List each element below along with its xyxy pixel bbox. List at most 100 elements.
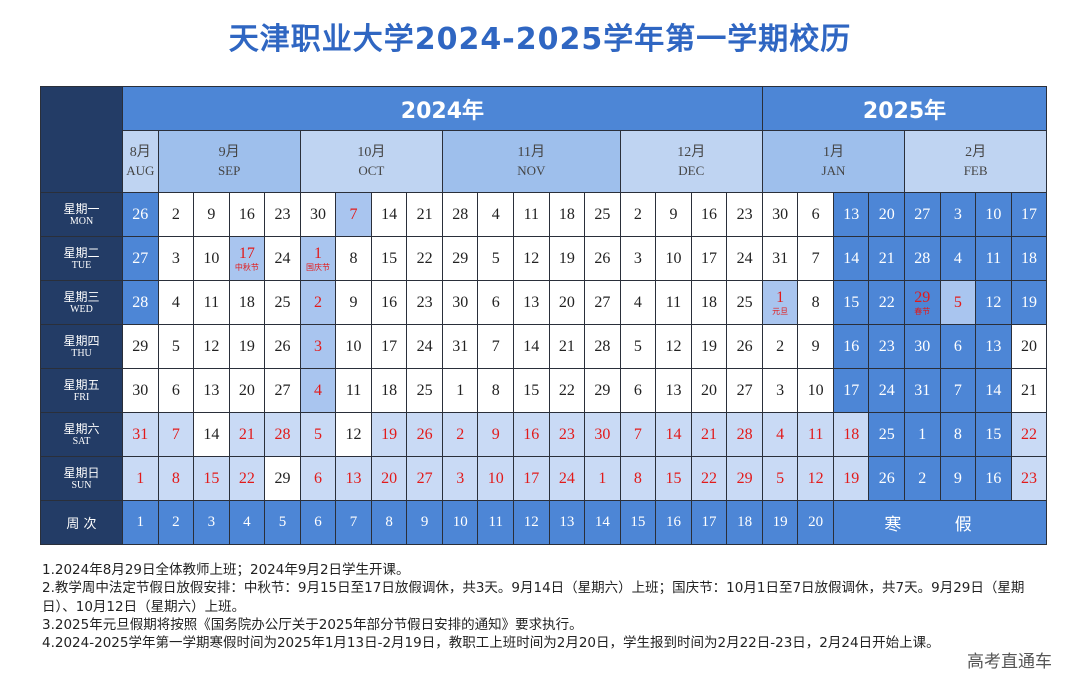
day-cell: 11 [975, 236, 1012, 281]
day-number: 30 [132, 381, 149, 399]
day-number: 19 [381, 425, 398, 443]
day-cell: 25 [406, 368, 443, 413]
day-cell: 31 [441, 324, 479, 369]
day-cell: 19 [1010, 280, 1048, 325]
day-number: 28 [594, 337, 611, 355]
day-cell: 5 [939, 280, 977, 325]
day-cell: 25 [584, 192, 621, 237]
day-number: 7 [491, 337, 500, 355]
day-number: 16 [701, 205, 718, 223]
month-name-zh: 11月 [517, 144, 546, 160]
day-number: 16 [985, 469, 1002, 487]
week-number: 11 [477, 500, 515, 545]
day-cell: 4 [477, 192, 515, 237]
day-cell: 27 [406, 456, 443, 501]
weekday-row: 星期一 MON 26 2 9 16 23 30 7 14 21 28 4 11 18 25 2 9 16 23 30 6 1… [40, 192, 1048, 237]
day-cell: 6 [797, 192, 834, 237]
page-title: 天津职业大学2024-2025学年第一学期校历 [228, 22, 852, 57]
day-number: 7 [349, 205, 358, 223]
day-cell: 14 [655, 412, 692, 457]
day-number: 5 [953, 293, 962, 311]
day-cell: 30 [441, 280, 479, 325]
day-number: 16 [238, 205, 255, 223]
day-number: 10 [807, 381, 824, 399]
day-number: 16 [843, 337, 860, 355]
day-cell: 7 [157, 412, 195, 457]
day-number: 24 [558, 469, 575, 487]
month-name-en: OCT [358, 162, 385, 178]
day-cell: 8 [477, 368, 515, 413]
day-number: 17 [701, 249, 718, 267]
day-number: 21 [701, 425, 718, 443]
note-3: 3.2025年元旦假期将按照《国务院办公厅关于2025年部分节假日安排的通知》要… [42, 616, 583, 633]
day-cell: 24 [548, 456, 586, 501]
day-number: 10 [487, 469, 504, 487]
day-number: 4 [171, 293, 180, 311]
day-cell: 8 [335, 236, 372, 281]
week-number: 18 [726, 500, 763, 545]
day-number: 21 [416, 205, 433, 223]
day-cell: 26 [726, 324, 763, 369]
day-number: 1 [598, 469, 607, 487]
day-number: 3 [953, 205, 962, 223]
weekday-name-zh: 星期五 [63, 377, 100, 392]
day-cell: 11 [513, 192, 550, 237]
day-cell: 12 [335, 412, 372, 457]
day-number: 28 [914, 249, 931, 267]
day-number: 12 [665, 337, 682, 355]
day-cell: 29 [441, 236, 479, 281]
day-cell: 17 [690, 236, 728, 281]
day-number: 12 [203, 337, 220, 355]
day-number: 9 [349, 293, 358, 311]
day-number: 6 [953, 337, 962, 355]
day-number: 28 [452, 205, 469, 223]
day-cell: 5 [619, 324, 657, 369]
day-number: 25 [878, 425, 895, 443]
day-number: 24 [878, 381, 895, 399]
day-number: 5 [776, 469, 785, 487]
weekday-row: 星期四 THU 29 5 12 19 26 3 10 17 24 31 7 14 21 28 5 12 19 26 2 9… [40, 324, 1048, 369]
day-cell: 10 [193, 236, 230, 281]
day-cell: 14 [513, 324, 550, 369]
day-cell: 26 [264, 324, 301, 369]
day-number: 30 [310, 205, 326, 223]
day-number: 23 [274, 205, 291, 223]
month-header: 2月 FEB [904, 130, 1048, 193]
day-number: 23 [558, 425, 575, 443]
day-number: 27 [416, 469, 433, 487]
day-cell: 22 [690, 456, 728, 501]
week-number: 2 [157, 500, 195, 545]
day-cell: 11 [655, 280, 692, 325]
day-number: 31 [914, 381, 931, 399]
day-number: 22 [416, 249, 433, 267]
day-number: 4 [953, 249, 962, 267]
day-cell: 8 [619, 456, 657, 501]
day-number: 13 [985, 337, 1002, 355]
day-cell: 17 [513, 456, 550, 501]
day-cell: 13 [513, 280, 550, 325]
day-cell: 28 [264, 412, 301, 457]
holiday-note: 中秋节 [234, 263, 259, 272]
day-number: 15 [985, 425, 1002, 443]
day-number: 22 [701, 469, 718, 487]
watermark: 高考直通车 [967, 652, 1052, 672]
day-cell: 15 [193, 456, 230, 501]
day-cell: 6 [619, 368, 657, 413]
month-header: 12月 DEC [619, 130, 763, 193]
day-cell: 14 [975, 368, 1012, 413]
day-cell: 4 [761, 412, 799, 457]
day-cell: 24 [868, 368, 906, 413]
day-cell: 8 [797, 280, 834, 325]
weekday-name-zh: 星期日 [63, 465, 100, 480]
day-cell: 7 [619, 412, 657, 457]
day-cell: 9 [335, 280, 372, 325]
day-number: 17 [843, 381, 860, 399]
day-cell: 18 [370, 368, 408, 413]
day-cell: 18 [690, 280, 728, 325]
day-cell: 7 [939, 368, 977, 413]
day-number: 14 [381, 205, 398, 223]
day-number: 27 [736, 381, 753, 399]
day-number: 17 [523, 469, 540, 487]
day-number: 1 [136, 469, 145, 487]
day-cell: 6 [157, 368, 195, 413]
